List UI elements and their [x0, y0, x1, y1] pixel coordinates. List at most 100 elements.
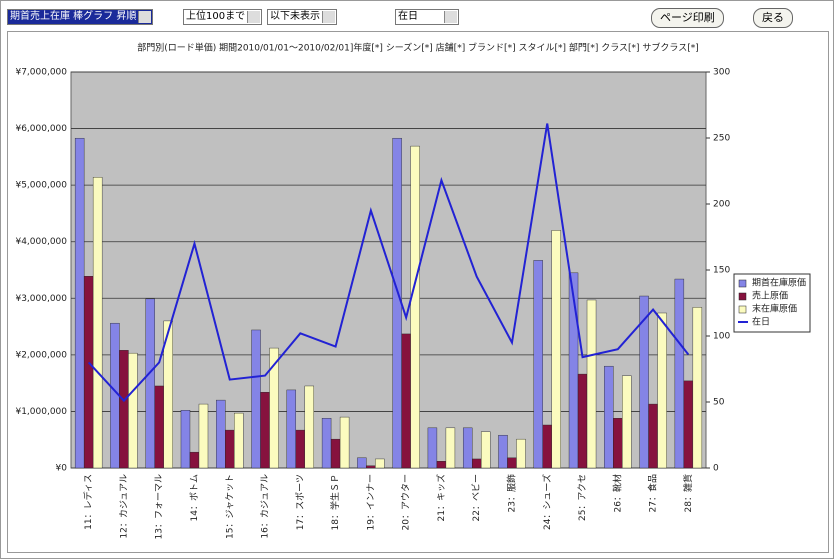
- bar: [304, 385, 315, 469]
- legend-swatch: [738, 279, 747, 288]
- bar: [330, 438, 341, 469]
- bar: [568, 272, 579, 469]
- x-tick-label: 23：服飾: [505, 474, 517, 512]
- x-tick-label: 26：靴材: [611, 474, 623, 512]
- range-select[interactable]: 上位100まで: [183, 9, 263, 25]
- bar: [639, 295, 649, 469]
- y-tick-label: ¥1,000,000: [15, 407, 67, 417]
- x-tick-label: 18：学生ＳＰ: [329, 474, 341, 530]
- bar: [471, 458, 482, 469]
- bar: [145, 298, 155, 469]
- bar: [480, 431, 491, 469]
- bar: [613, 418, 623, 469]
- bar: [462, 427, 473, 469]
- bar: [445, 427, 456, 469]
- bar: [74, 137, 85, 469]
- x-tick-label: 14：ボトム: [189, 474, 200, 521]
- report-select[interactable]: 期首売上在庫 棒グラフ 昇順: [7, 9, 154, 25]
- bar: [427, 427, 438, 469]
- x-tick-label: 19：インナー: [365, 474, 376, 530]
- line-series: [87, 123, 690, 403]
- bar: [436, 461, 447, 469]
- chart: 部門別(ロード単価) 期間2010/01/01～2010/02/01]年度[*]…: [7, 31, 829, 553]
- bar: [375, 458, 385, 469]
- x-tick-label: 11：レディス: [82, 474, 94, 530]
- bar: [533, 260, 543, 469]
- bar: [83, 276, 94, 469]
- back-button[interactable]: 戻る: [753, 8, 793, 28]
- bar: [234, 412, 244, 469]
- x-tick-label: 13：フォーマル: [155, 474, 165, 539]
- bar: [657, 312, 667, 469]
- bar: [586, 299, 597, 469]
- bar: [577, 373, 588, 469]
- bar: [180, 410, 191, 469]
- legend-label: 期首在庫原価: [752, 277, 806, 289]
- bar: [128, 352, 138, 469]
- bar: [683, 380, 694, 469]
- x-tick-label: 17：スポーツ: [295, 474, 306, 530]
- bar: [119, 350, 129, 469]
- x-tick-label: 16：カジュアル: [260, 474, 271, 539]
- bar: [392, 137, 402, 469]
- rest-select[interactable]: 以下未表示: [267, 9, 337, 25]
- line-select[interactable]: 在日: [395, 9, 459, 25]
- bar: [269, 347, 279, 469]
- bar: [366, 465, 376, 469]
- bar: [648, 403, 658, 469]
- bar: [674, 278, 685, 469]
- bar: [542, 424, 552, 469]
- bar: [198, 403, 209, 469]
- bar: [357, 457, 367, 469]
- legend-swatch: [738, 292, 747, 301]
- y2-tick-label: 250: [713, 134, 730, 144]
- x-tick-label: 15：ジャケット: [224, 474, 235, 539]
- y2-tick-label: 50: [713, 398, 725, 408]
- bar: [286, 389, 297, 469]
- bar: [410, 145, 420, 469]
- bar: [251, 329, 261, 469]
- x-tick-label: 25：アクセ: [577, 474, 588, 521]
- y2-tick-label: 200: [713, 200, 730, 210]
- x-tick-label: 27：食品: [647, 474, 659, 512]
- y2-tick-label: 100: [713, 332, 730, 342]
- bar: [516, 438, 526, 469]
- y-tick-label: ¥6,000,000: [15, 124, 67, 134]
- x-tick-label: 21：キッズ: [435, 474, 447, 521]
- bar: [260, 391, 270, 469]
- bar: [189, 451, 200, 469]
- bar: [692, 307, 703, 469]
- bar: [163, 320, 173, 469]
- bar: [295, 429, 306, 469]
- y-tick-label: ¥2,000,000: [15, 350, 67, 360]
- bar: [216, 399, 226, 469]
- bar: [339, 416, 350, 469]
- bar: [92, 177, 103, 469]
- y-tick-label: ¥7,000,000: [15, 68, 67, 78]
- y-tick-label: ¥5,000,000: [15, 181, 67, 191]
- legend-swatch: [738, 305, 747, 314]
- bar: [604, 365, 614, 469]
- bar: [498, 434, 508, 469]
- x-tick-label: 12：カジュアル: [118, 474, 129, 539]
- y2-tick-label: 300: [713, 68, 730, 78]
- bar: [507, 457, 517, 469]
- y-tick-label: ¥3,000,000: [15, 294, 67, 304]
- legend-label: 末在庫原価: [752, 303, 797, 315]
- legend-label: 売上原価: [752, 290, 788, 302]
- x-tick-label: 24：シューズ: [541, 474, 553, 530]
- y-tick-label: ¥4,000,000: [15, 237, 67, 247]
- y2-tick-label: 150: [713, 266, 730, 276]
- bar: [321, 418, 332, 469]
- x-tick-label: 20：アウター: [401, 474, 412, 530]
- chart-title: 部門別(ロード単価) 期間2010/01/01～2010/02/01]年度[*]…: [137, 42, 699, 54]
- x-tick-label: 22：ベビー: [471, 474, 482, 521]
- legend-label: 在日: [752, 316, 770, 328]
- y-tick-label: ¥0: [56, 464, 68, 474]
- bar: [225, 429, 235, 469]
- bar: [154, 385, 164, 469]
- print-button[interactable]: ページ印刷: [651, 8, 724, 28]
- bar: [622, 375, 632, 469]
- plot-area: [70, 71, 707, 469]
